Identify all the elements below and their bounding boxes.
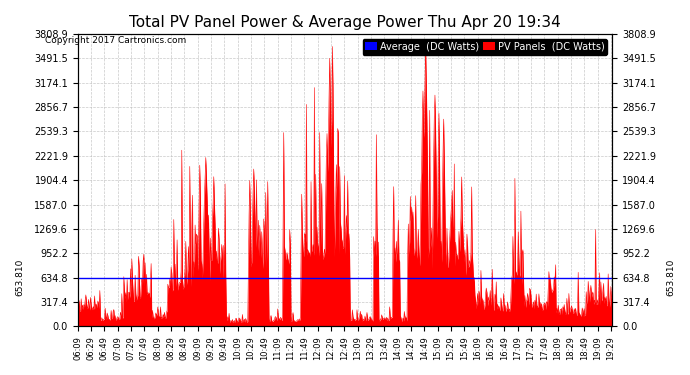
Legend: Average  (DC Watts), PV Panels  (DC Watts): Average (DC Watts), PV Panels (DC Watts) xyxy=(362,39,607,55)
Text: Copyright 2017 Cartronics.com: Copyright 2017 Cartronics.com xyxy=(45,36,186,45)
Title: Total PV Panel Power & Average Power Thu Apr 20 19:34: Total PV Panel Power & Average Power Thu… xyxy=(129,15,561,30)
Text: 653.810: 653.810 xyxy=(15,259,24,296)
Text: 653.810: 653.810 xyxy=(666,259,675,296)
